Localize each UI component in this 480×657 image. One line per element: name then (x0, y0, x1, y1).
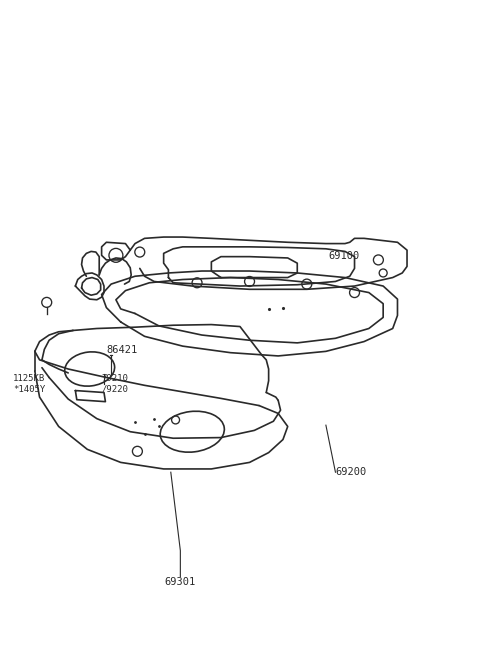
Text: 69200: 69200 (336, 466, 367, 477)
Text: 86421: 86421 (107, 345, 138, 355)
Text: 1125KB
*1405Y: 1125KB *1405Y (13, 374, 46, 394)
Text: 69301: 69301 (165, 576, 196, 587)
Text: 79210
/9220: 79210 /9220 (102, 374, 129, 394)
Text: 69100: 69100 (328, 251, 360, 261)
